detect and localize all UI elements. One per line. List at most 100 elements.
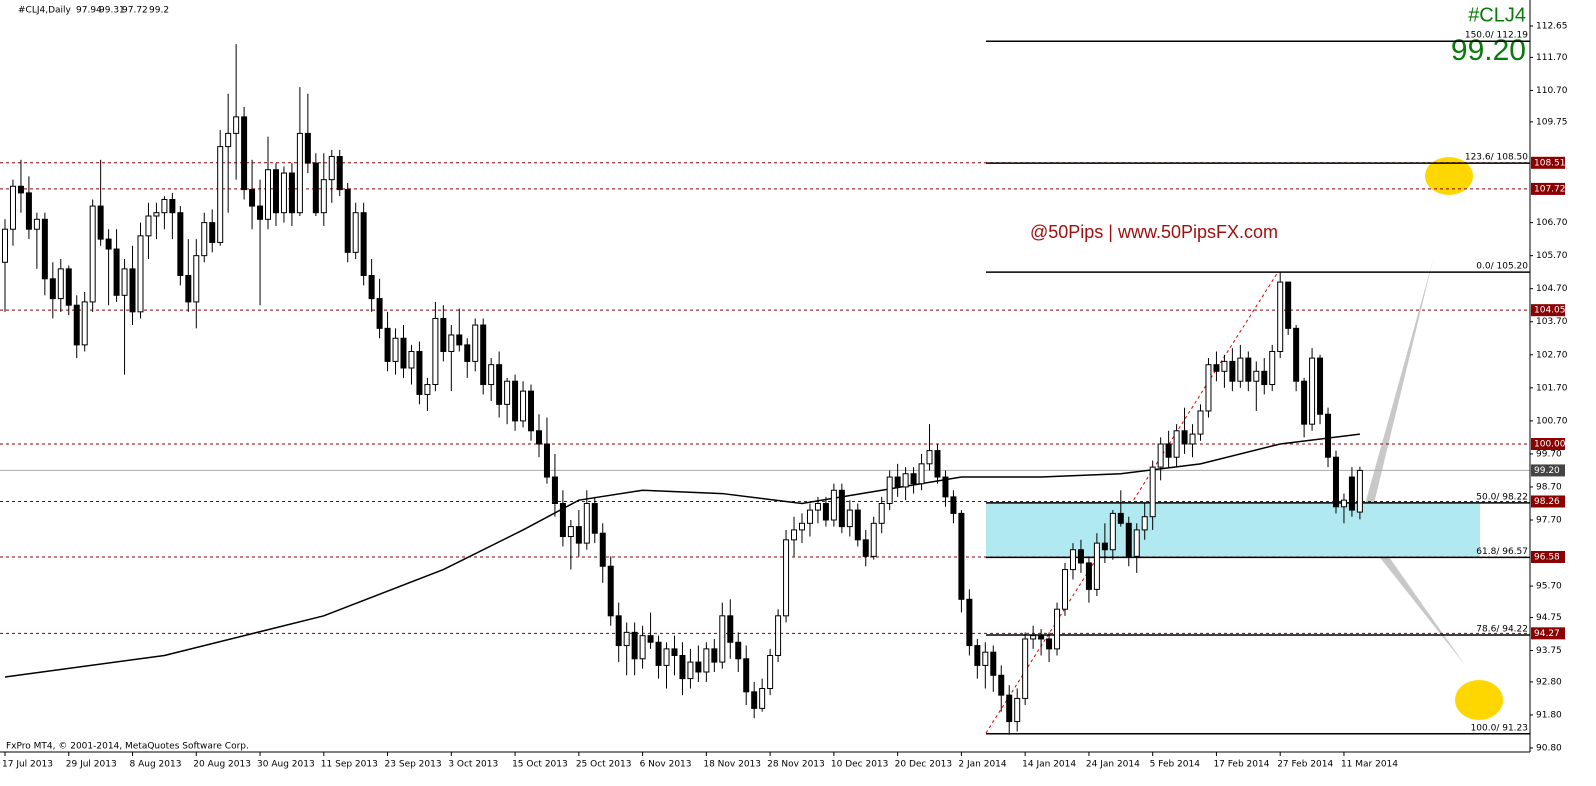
header-low: 97.72 xyxy=(122,6,148,16)
candle-body xyxy=(767,654,774,690)
y-tick-label: 111.70 xyxy=(1536,53,1568,63)
candle-body xyxy=(599,532,606,567)
candle-body xyxy=(249,189,256,207)
candle-body xyxy=(623,631,630,647)
candle-body xyxy=(615,615,622,647)
y-tick-label: 101.70 xyxy=(1536,383,1568,393)
symbol: #CLJ4 xyxy=(1468,4,1526,26)
candle-body xyxy=(65,268,72,306)
candle-body xyxy=(671,648,678,656)
candle-body xyxy=(288,172,295,214)
x-tick-label: 17 Jul 2013 xyxy=(2,760,53,770)
candle-body xyxy=(233,116,240,134)
x-tick-label: 20 Aug 2013 xyxy=(193,760,251,770)
candle-body xyxy=(687,661,694,680)
candle-body xyxy=(25,192,32,230)
candle-body xyxy=(201,222,208,257)
y-tick-label: 109.75 xyxy=(1536,117,1568,127)
candle-body xyxy=(41,218,48,280)
candle-body xyxy=(1189,433,1196,445)
x-tick-label: 10 Dec 2013 xyxy=(831,760,889,770)
level-label: 94.27 xyxy=(1534,629,1560,639)
candle-body xyxy=(982,651,989,666)
candle-body xyxy=(169,198,176,214)
candle-body xyxy=(424,384,431,395)
candle-body xyxy=(591,502,598,534)
y-tick-label: 99.70 xyxy=(1536,449,1562,459)
candle-body xyxy=(2,228,8,263)
candle-body xyxy=(830,489,837,521)
candle-body xyxy=(647,635,654,643)
y-tick-label: 97.70 xyxy=(1536,516,1562,526)
candle-body xyxy=(918,463,925,485)
candle-body xyxy=(583,502,590,544)
candle-body xyxy=(1205,364,1212,412)
y-tick-label: 104.70 xyxy=(1536,284,1568,294)
target-ellipse xyxy=(1425,157,1473,195)
candle-body xyxy=(33,218,40,230)
y-tick-label: 110.70 xyxy=(1536,86,1568,96)
level-box xyxy=(1531,304,1565,317)
candle-body xyxy=(1054,608,1061,650)
candle-body xyxy=(1014,697,1021,723)
x-tick-label: 5 Feb 2014 xyxy=(1150,760,1201,770)
x-tick-label: 29 Jul 2013 xyxy=(66,760,117,770)
candle-body xyxy=(145,215,152,237)
candle-body xyxy=(902,473,909,488)
level-label: 107.72 xyxy=(1534,184,1566,194)
y-tick-label: 112.65 xyxy=(1536,22,1568,32)
candle-body xyxy=(360,212,367,276)
y-tick-label: 103.70 xyxy=(1536,317,1568,327)
candle-body xyxy=(464,344,471,362)
candle-body xyxy=(958,512,965,600)
candle-body xyxy=(838,489,845,528)
candle-body xyxy=(488,364,495,386)
candle-body xyxy=(1117,512,1124,524)
candle-body xyxy=(1253,370,1260,382)
candle-body xyxy=(567,526,574,538)
candle-body xyxy=(862,539,869,557)
candle-body xyxy=(1085,562,1092,590)
projection-up xyxy=(1362,260,1433,520)
candle-body xyxy=(1181,430,1188,445)
x-tick-label: 3 Oct 2013 xyxy=(448,760,498,770)
candle-body xyxy=(886,476,893,504)
x-tick-label: 28 Nov 2013 xyxy=(767,760,825,770)
candle-body xyxy=(193,255,200,303)
candle-body xyxy=(1269,350,1276,386)
candle-body xyxy=(1325,413,1332,458)
candle-body xyxy=(97,205,104,240)
copyright: FxPro MT4, © 2001-2014, MetaQuotes Softw… xyxy=(6,742,249,752)
candle-body xyxy=(9,185,16,230)
x-tick-label: 18 Nov 2013 xyxy=(703,760,761,770)
x-tick-label: 14 Jan 2014 xyxy=(1022,760,1076,770)
candle-body xyxy=(384,327,391,362)
candle-body xyxy=(631,631,638,660)
x-tick-label: 11 Sep 2013 xyxy=(321,760,378,770)
candle-body xyxy=(607,565,614,617)
candle-body xyxy=(408,350,415,369)
last-price: 99.20 xyxy=(1451,34,1526,67)
candle-body xyxy=(257,205,264,220)
x-tick-label: 8 Aug 2013 xyxy=(130,760,182,770)
y-tick-label: 93.75 xyxy=(1536,646,1562,656)
candle-body xyxy=(966,598,973,647)
candle-body xyxy=(81,301,88,346)
candle-body xyxy=(312,162,319,214)
fib-label: 0.0/ 105.20 xyxy=(1476,262,1528,272)
candle-body xyxy=(304,132,311,164)
candle-body xyxy=(368,274,375,300)
y-tick-label: 102.70 xyxy=(1536,350,1568,360)
candle-body xyxy=(416,350,423,395)
candle-body xyxy=(1069,549,1076,571)
candle-body xyxy=(1093,542,1100,590)
header-title: #CLJ4,Daily xyxy=(18,6,72,16)
candle-body xyxy=(791,529,798,541)
candle-body xyxy=(440,317,447,352)
candle-body xyxy=(719,615,726,663)
candle-body xyxy=(456,334,463,346)
candle-body xyxy=(551,476,558,504)
candle-body xyxy=(344,189,351,253)
candle-body xyxy=(870,522,877,557)
x-tick-label: 27 Feb 2014 xyxy=(1277,760,1333,770)
